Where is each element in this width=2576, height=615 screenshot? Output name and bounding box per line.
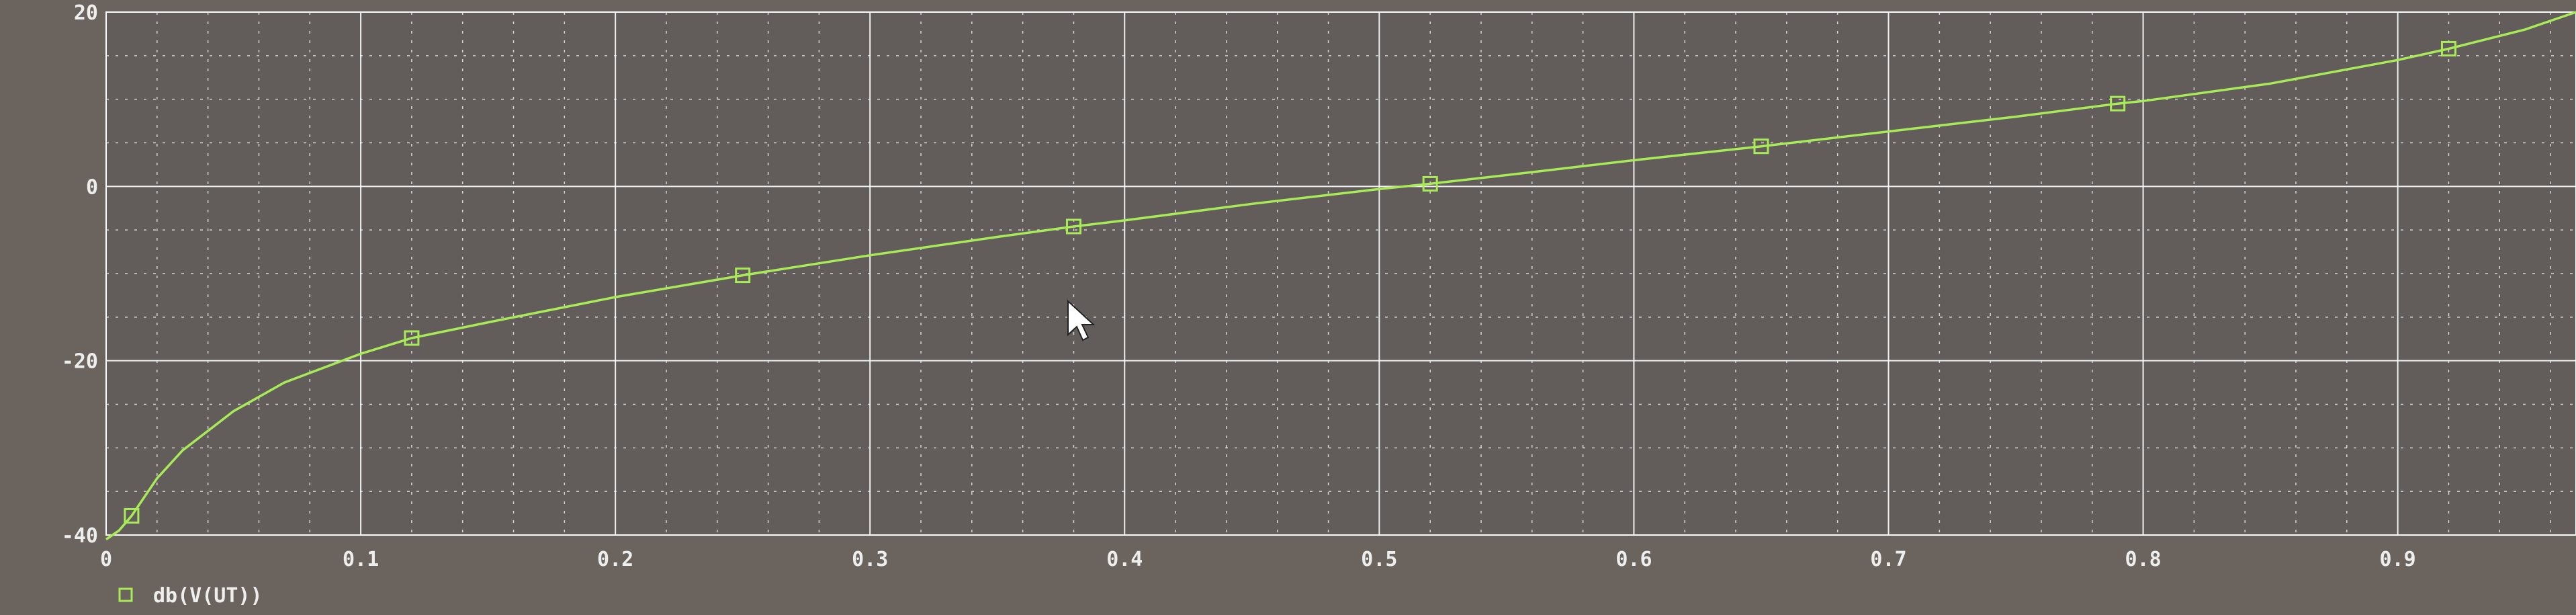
data-point-marker [2110,95,2126,112]
x-tick-label: 0.2 [597,548,633,571]
legend-label: db(V(UT)) [153,584,263,608]
legend: db(V(UT)) [118,584,263,608]
mouse-cursor-icon [1067,299,1096,341]
data-point-marker [735,268,751,284]
data-point-marker [1753,138,1769,155]
y-axis-tick-labels: 20 0 -20 -40 [62,1,98,548]
series-line [105,11,2576,540]
x-tick-label: 0.1 [343,548,379,571]
traces [105,11,2576,540]
x-tick-label: 0 [100,548,112,571]
plot-frame [105,11,2576,536]
minor-grid [106,12,2576,535]
x-tick-label: 0.9 [2380,548,2416,571]
x-axis-tick-labels: 0 0.1 0.2 0.3 0.4 0.5 0.6 0.7 0.8 0.9 [100,548,2416,571]
x-tick-label: 0.7 [1870,548,1906,571]
y-tick-label: 0 [86,175,98,199]
data-point-marker [1065,218,1081,235]
data-point-marker [404,330,420,346]
data-point-marker [2440,40,2456,56]
y-tick-label: 20 [74,1,98,25]
x-tick-label: 0.6 [1615,548,1652,571]
x-tick-label: 0.3 [852,548,888,571]
data-point-marker [1422,175,1438,192]
legend-marker-icon [118,587,133,602]
x-tick-label: 0.4 [1106,548,1143,571]
x-tick-label: 0.8 [2125,548,2161,571]
x-tick-label: 0.5 [1361,548,1397,571]
y-tick-label: -40 [62,524,98,548]
y-tick-label: -20 [62,350,98,374]
data-point-marker [124,507,140,524]
